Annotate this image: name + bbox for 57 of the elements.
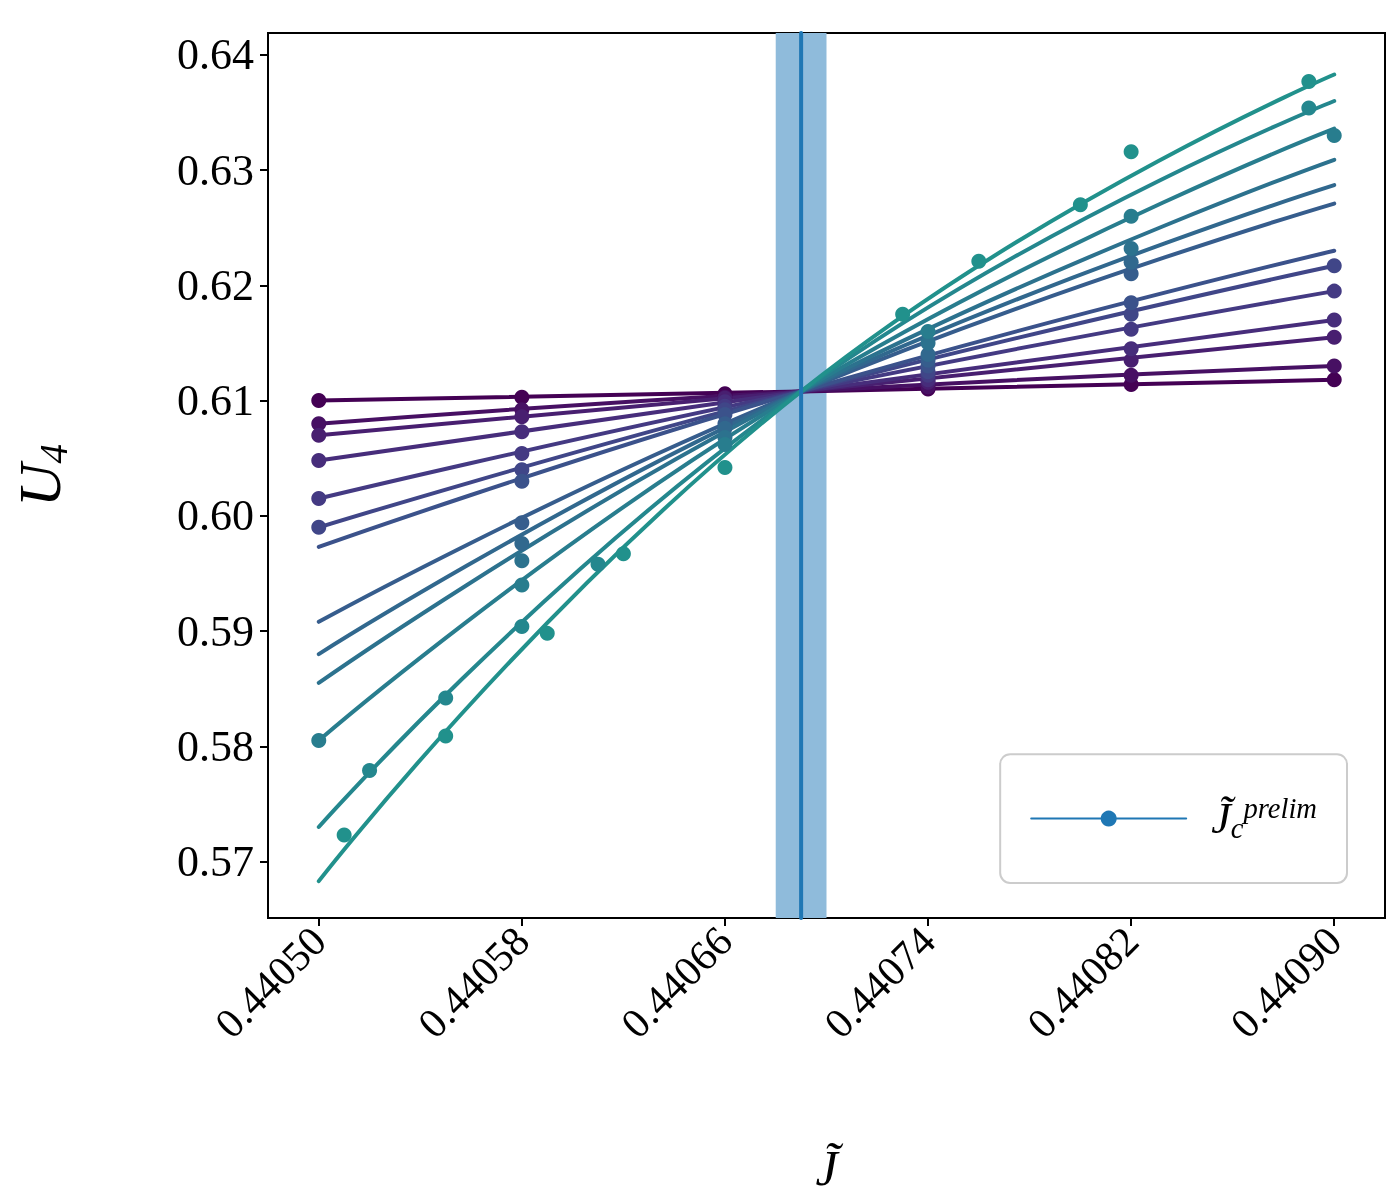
point — [1326, 358, 1342, 374]
y-tick-label: 0.59 — [177, 606, 254, 656]
point — [717, 436, 733, 452]
point — [1326, 312, 1342, 328]
point — [1326, 283, 1342, 299]
point — [1123, 254, 1139, 270]
y-tick-label: 0.57 — [177, 837, 254, 887]
point — [1326, 128, 1342, 144]
point — [717, 459, 733, 475]
point — [514, 553, 530, 569]
point — [438, 728, 454, 744]
point — [590, 556, 606, 572]
point — [1326, 258, 1342, 274]
point — [1301, 73, 1317, 89]
x-axis-title: J̃ — [815, 1140, 844, 1196]
point — [1123, 321, 1139, 337]
point — [311, 519, 327, 535]
point — [514, 389, 530, 405]
point — [514, 446, 530, 462]
y-tick-label: 0.61 — [177, 376, 254, 426]
point — [1326, 372, 1342, 388]
point — [1123, 144, 1139, 160]
y-tick-label: 0.60 — [177, 491, 254, 541]
point — [1301, 100, 1317, 116]
point — [514, 409, 530, 425]
point — [1123, 367, 1139, 383]
point — [1123, 208, 1139, 224]
point — [362, 763, 378, 778]
point — [514, 618, 530, 634]
point — [311, 453, 327, 469]
point — [895, 306, 911, 322]
y-tick-label: 0.63 — [177, 145, 254, 195]
point — [438, 690, 454, 706]
legend-label: J̃cprelim — [1211, 793, 1317, 844]
point — [311, 491, 327, 507]
point — [1123, 295, 1139, 311]
point — [1326, 329, 1342, 345]
point — [1123, 240, 1139, 256]
point — [514, 424, 530, 440]
point — [336, 827, 352, 843]
y-tick-label: 0.62 — [177, 260, 254, 310]
point — [311, 733, 327, 749]
point — [311, 393, 327, 409]
point — [539, 625, 555, 641]
point — [1123, 341, 1139, 357]
point — [514, 515, 530, 531]
y-tick-label: 0.58 — [177, 721, 254, 771]
point — [311, 427, 327, 443]
point — [920, 323, 936, 339]
point — [1072, 197, 1088, 213]
point — [615, 546, 631, 562]
y-tick-label: 0.64 — [177, 30, 254, 80]
y-axis-title: U4 — [7, 444, 75, 507]
point — [514, 535, 530, 551]
point — [971, 253, 987, 269]
point — [514, 473, 530, 489]
point — [514, 577, 530, 593]
